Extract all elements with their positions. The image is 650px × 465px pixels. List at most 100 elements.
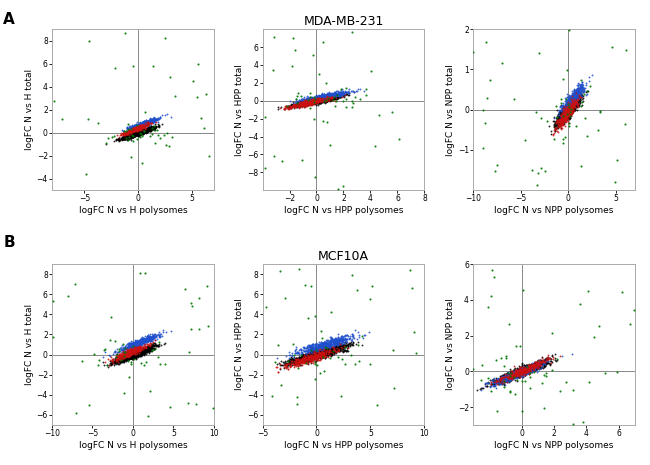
Point xyxy=(309,98,319,105)
Point xyxy=(99,361,109,368)
Point xyxy=(297,356,307,363)
Point xyxy=(304,350,314,358)
Point xyxy=(127,351,137,359)
Point xyxy=(510,369,520,377)
Point xyxy=(304,96,315,103)
Point xyxy=(132,127,142,134)
Point xyxy=(133,124,144,131)
Point xyxy=(125,351,136,359)
Point xyxy=(517,370,527,377)
Point xyxy=(515,369,525,376)
Point xyxy=(301,100,311,107)
Point xyxy=(118,353,129,360)
Point xyxy=(113,360,124,367)
Point xyxy=(564,109,575,117)
Point xyxy=(488,382,498,390)
Point xyxy=(125,125,136,132)
Point xyxy=(562,106,573,113)
Point xyxy=(573,99,583,106)
Point xyxy=(506,376,517,383)
Point xyxy=(298,98,308,106)
Point xyxy=(311,95,322,102)
Point xyxy=(311,346,322,353)
Point xyxy=(306,349,317,357)
Point xyxy=(531,363,541,371)
Point xyxy=(312,98,322,105)
Point xyxy=(129,349,140,356)
Point xyxy=(318,98,329,106)
Point xyxy=(309,97,319,105)
Point xyxy=(564,103,575,110)
Point xyxy=(320,95,331,103)
Point xyxy=(293,356,304,363)
Point xyxy=(575,89,585,96)
Point xyxy=(510,369,520,376)
Point xyxy=(468,365,478,373)
Point xyxy=(326,342,336,349)
Point xyxy=(148,117,159,124)
Point xyxy=(118,340,128,348)
Point xyxy=(303,100,313,107)
Point xyxy=(134,123,144,131)
Point xyxy=(312,350,322,357)
Point xyxy=(529,366,539,373)
Point xyxy=(129,133,139,140)
Point xyxy=(142,120,152,128)
Point xyxy=(300,100,310,107)
Point xyxy=(293,362,304,370)
Point xyxy=(519,363,530,371)
Point xyxy=(129,132,139,139)
Point xyxy=(500,371,510,378)
Point xyxy=(300,97,311,105)
Point xyxy=(142,336,153,343)
Point xyxy=(118,134,128,141)
Point xyxy=(296,101,306,109)
Point xyxy=(322,93,333,101)
Point xyxy=(129,342,140,349)
Point xyxy=(138,118,149,126)
Point xyxy=(556,117,566,124)
Point xyxy=(118,352,128,359)
Point xyxy=(558,119,568,126)
Point xyxy=(522,366,532,374)
Point xyxy=(571,89,581,97)
Point xyxy=(565,100,575,108)
Point xyxy=(148,124,158,132)
Point xyxy=(317,94,328,102)
Point xyxy=(525,365,536,372)
Point xyxy=(140,125,150,132)
Point xyxy=(303,101,313,108)
Point xyxy=(301,100,311,107)
Point xyxy=(296,354,307,361)
Point xyxy=(565,108,575,116)
Point xyxy=(299,99,309,106)
Point xyxy=(143,338,153,345)
Point xyxy=(554,118,565,125)
Point xyxy=(138,127,148,134)
Point xyxy=(562,101,572,108)
Point xyxy=(126,351,136,358)
Point xyxy=(313,99,324,106)
Point xyxy=(520,365,530,373)
Point xyxy=(300,358,311,365)
Point xyxy=(306,354,316,361)
Point xyxy=(286,102,296,109)
Point xyxy=(131,352,141,359)
Point xyxy=(326,346,336,354)
Point xyxy=(131,348,141,356)
Point xyxy=(304,347,315,354)
Point xyxy=(130,348,140,355)
Point xyxy=(333,344,344,351)
Point xyxy=(507,373,517,381)
Point xyxy=(120,351,130,359)
Point xyxy=(322,343,333,351)
Point xyxy=(564,103,574,111)
Point xyxy=(558,120,568,128)
Point xyxy=(502,373,513,380)
Point xyxy=(332,90,342,98)
Point xyxy=(336,335,346,343)
Point xyxy=(515,364,526,372)
Point xyxy=(122,135,133,143)
Point xyxy=(298,102,309,109)
Point xyxy=(562,106,572,114)
